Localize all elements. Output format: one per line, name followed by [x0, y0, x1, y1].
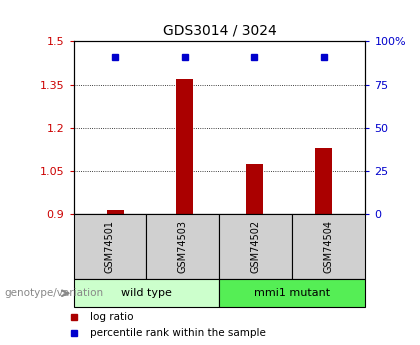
Bar — [107, 209, 124, 214]
Text: wild type: wild type — [121, 288, 172, 298]
Text: mmi1 mutant: mmi1 mutant — [255, 288, 331, 298]
Bar — [74, 279, 220, 307]
Bar — [74, 214, 147, 279]
Text: percentile rank within the sample: percentile rank within the sample — [90, 328, 266, 338]
Bar — [176, 79, 193, 214]
Bar — [246, 164, 263, 214]
Text: GSM74502: GSM74502 — [251, 220, 261, 273]
Bar — [315, 148, 332, 214]
Text: log ratio: log ratio — [90, 313, 134, 322]
Bar — [220, 214, 292, 279]
Bar — [220, 279, 365, 307]
Text: GSM74503: GSM74503 — [178, 220, 188, 273]
Text: genotype/variation: genotype/variation — [4, 288, 103, 298]
Bar — [147, 214, 220, 279]
Title: GDS3014 / 3024: GDS3014 / 3024 — [163, 23, 276, 38]
Text: GSM74501: GSM74501 — [105, 220, 115, 273]
Text: GSM74504: GSM74504 — [324, 220, 334, 273]
Bar — [292, 214, 365, 279]
